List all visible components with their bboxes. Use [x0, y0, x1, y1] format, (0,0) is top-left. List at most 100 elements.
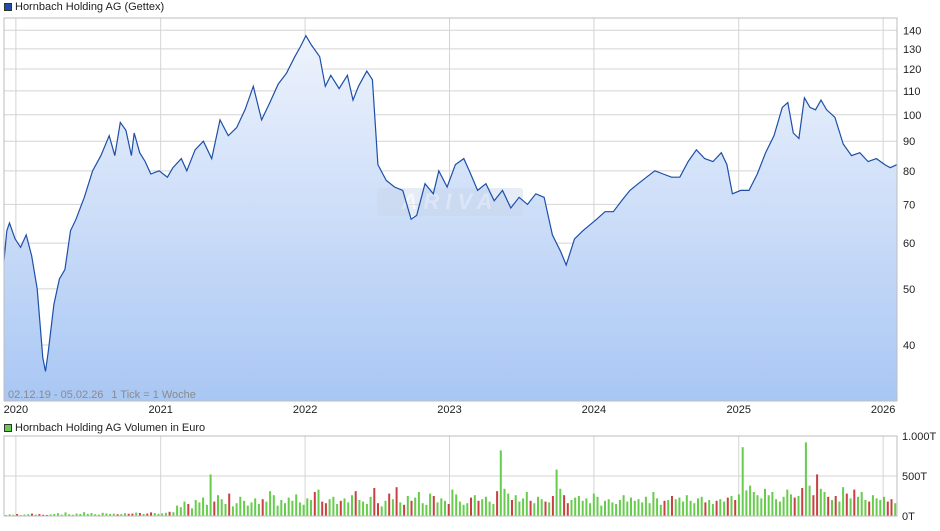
price-y-tick-label: 120: [903, 64, 921, 76]
volume-bar: [812, 495, 815, 516]
price-legend: Hornbach Holding AG (Gettex): [4, 1, 164, 13]
volume-grid: [4, 435, 897, 516]
volume-bar: [302, 504, 305, 516]
volume-bar: [481, 499, 484, 516]
volume-bar: [224, 504, 227, 516]
date-range-label: 02.12.19 - 05.02.26: [8, 389, 104, 401]
volume-bar: [771, 492, 774, 516]
volume-bar: [555, 469, 558, 516]
volume-bar: [257, 504, 260, 516]
volume-bar: [477, 500, 480, 516]
volume-bar: [261, 499, 264, 516]
volume-bars: [4, 442, 897, 516]
volume-bar: [79, 514, 82, 516]
volume-bar: [458, 501, 461, 516]
volume-bar: [254, 498, 257, 516]
volume-legend-label: Hornbach Holding AG Volumen in Euro: [15, 422, 206, 434]
volume-bar: [313, 492, 316, 516]
volume-bar: [57, 513, 59, 516]
volume-y-tick-label: 1.000T: [902, 431, 937, 443]
volume-bar: [75, 513, 78, 516]
volume-bar: [842, 487, 845, 516]
volume-bar: [220, 499, 223, 516]
volume-bar: [447, 504, 450, 516]
volume-bar: [797, 496, 800, 516]
volume-bar: [473, 495, 476, 516]
price-y-tick-label: 60: [903, 238, 915, 250]
volume-bar: [503, 488, 506, 516]
volume-bar: [570, 500, 573, 516]
volume-bar: [351, 495, 353, 516]
volume-bar: [146, 513, 149, 516]
volume-bar: [630, 497, 632, 516]
volume-bar: [559, 488, 562, 516]
volume-bar: [187, 504, 190, 516]
volume-bar: [276, 505, 279, 516]
volume-bar: [514, 495, 517, 516]
volume-bar: [879, 500, 882, 516]
volume-bar: [723, 501, 726, 516]
volume-bar: [734, 500, 737, 516]
x-tick-label: 2025: [726, 404, 750, 416]
volume-bar: [444, 500, 446, 516]
volume-bar: [298, 502, 301, 516]
volume-bar: [280, 500, 283, 516]
volume-bar: [697, 498, 699, 516]
volume-bar: [745, 490, 748, 516]
volume-bar: [414, 497, 417, 516]
price-y-tick-label: 110: [903, 86, 921, 98]
volume-bar: [23, 514, 26, 516]
volume-bar: [574, 497, 577, 516]
volume-bar: [436, 502, 439, 516]
volume-bar: [432, 496, 435, 516]
volume-bar: [685, 495, 688, 516]
price-y-tick-label: 40: [903, 340, 915, 352]
volume-bar: [726, 497, 729, 516]
volume-bar: [71, 514, 74, 516]
price-y-tick-label: 130: [903, 44, 921, 56]
volume-bar: [417, 492, 420, 516]
volume-bar: [715, 500, 718, 516]
volume-bar: [235, 503, 238, 516]
volume-bar: [626, 501, 629, 516]
volume-bar: [741, 447, 744, 516]
volume-bar: [194, 500, 197, 516]
volume-bar: [656, 498, 659, 516]
volume-bar: [894, 503, 897, 516]
volume-bar: [31, 513, 33, 516]
volume-bar: [518, 501, 521, 516]
volume-bar: [563, 495, 566, 516]
volume-bar: [801, 488, 804, 516]
volume-bar: [172, 512, 175, 516]
volume-bar: [138, 513, 141, 516]
volume-bar: [179, 507, 182, 516]
volume-bar: [600, 505, 603, 516]
volume-bar: [421, 503, 424, 516]
volume-bar: [324, 503, 327, 516]
price-y-axis: 40 50 60 70 80 90 100 110 120 130 140: [903, 25, 921, 352]
volume-bar: [120, 514, 123, 516]
volume-bar: [760, 498, 763, 516]
volume-bar: [689, 500, 692, 516]
volume-bar: [105, 513, 108, 516]
volume-bar: [511, 500, 513, 516]
volume-bar: [804, 442, 807, 516]
volume-bar: [202, 497, 205, 516]
volume-bar: [693, 503, 696, 516]
volume-bar: [671, 496, 673, 516]
volume-y-tick-label: 500T: [902, 471, 927, 483]
volume-bar: [808, 485, 811, 516]
volume-bar: [403, 504, 406, 516]
volume-bar: [86, 513, 89, 516]
volume-bar: [816, 474, 819, 516]
volume-bar: [793, 497, 796, 516]
volume-bar: [496, 491, 499, 516]
volume-bar: [388, 493, 391, 516]
svg-text:ARIVA: ARIVA: [401, 189, 499, 214]
volume-bar: [94, 514, 97, 516]
volume-bar: [652, 492, 655, 516]
volume-bar: [42, 514, 45, 516]
volume-bar: [384, 500, 387, 516]
